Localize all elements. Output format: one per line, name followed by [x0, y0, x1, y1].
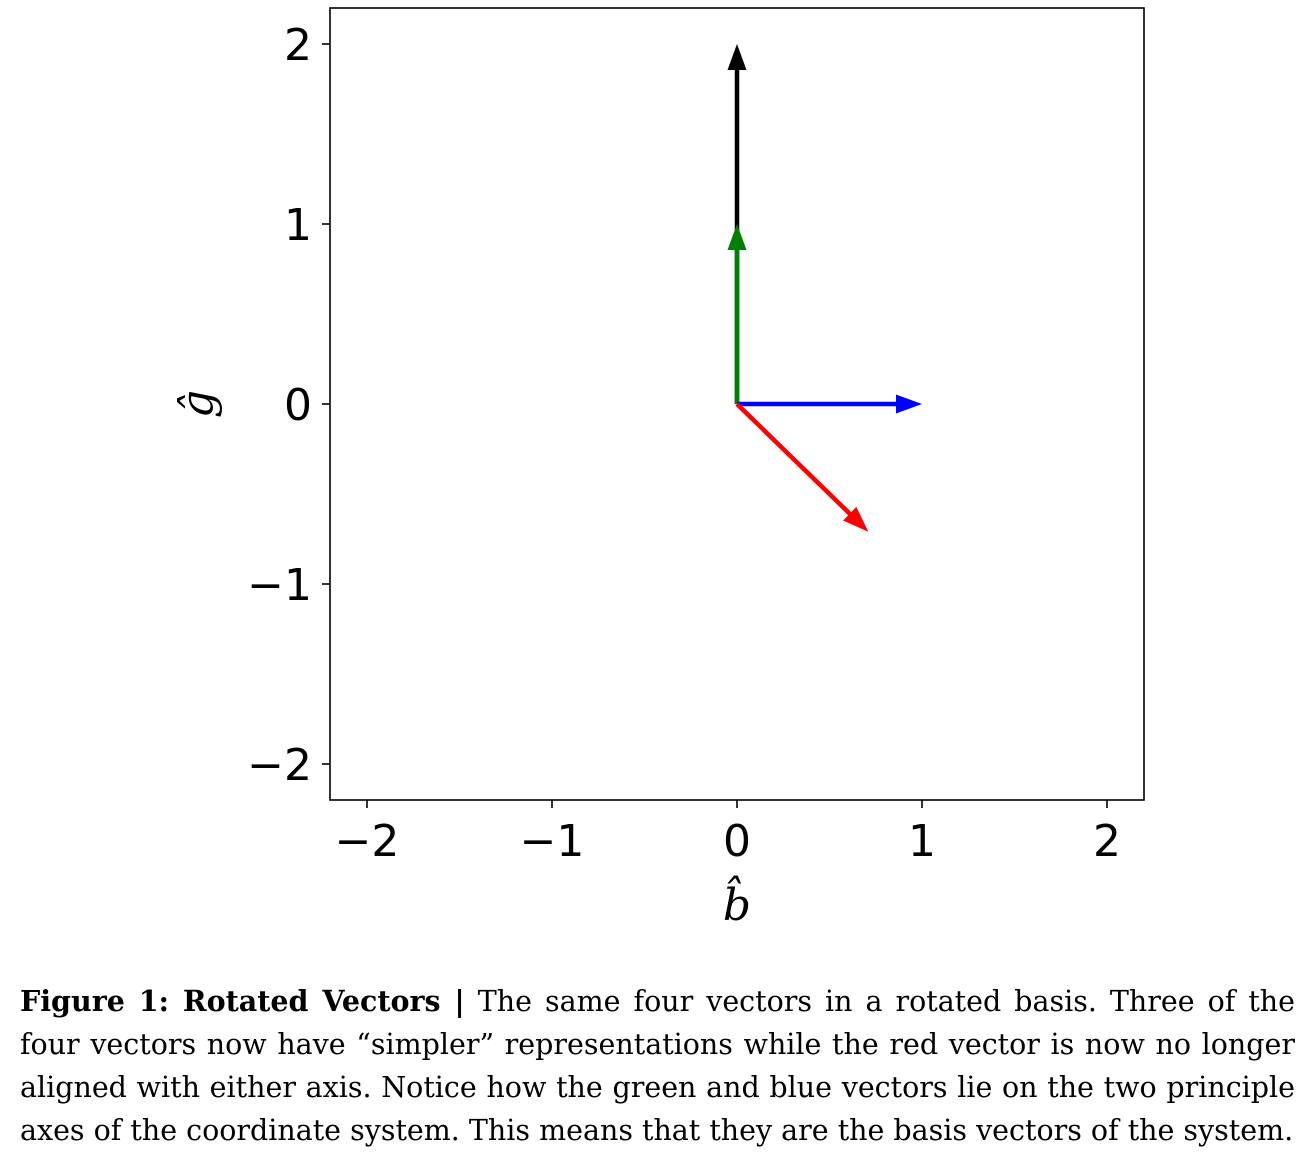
- caption-text: The same four vectors in a rotated basis…: [20, 985, 1296, 1147]
- x-tick-label: 2: [1093, 816, 1121, 867]
- vector-arrowhead: [727, 224, 747, 250]
- y-tick-label: 1: [284, 200, 312, 251]
- vector-arrowhead: [843, 506, 869, 532]
- vector-arrowhead: [896, 394, 922, 414]
- x-tick-label: 1: [908, 816, 936, 867]
- vector-plot: −2 −1 0 1 2 −2 −1 0 1 2 b̂ ĝ: [172, 7, 1145, 931]
- vector-shaft: [735, 402, 853, 517]
- x-axis-label: b̂: [723, 873, 751, 931]
- y-tick-label: 0: [284, 380, 312, 431]
- x-tick-label: 0: [723, 816, 751, 867]
- x-tick-label: −1: [520, 816, 585, 867]
- y-tick-label: −2: [247, 740, 312, 791]
- vector-green: [727, 224, 747, 404]
- y-tick-label: 2: [284, 20, 312, 71]
- x-axis: −2 −1 0 1 2: [335, 800, 1121, 867]
- x-tick-label: −2: [335, 816, 400, 867]
- y-axis: −2 −1 0 1 2: [247, 20, 330, 791]
- vector-blue: [737, 394, 922, 414]
- vector-arrowhead: [727, 44, 747, 70]
- figure-caption: Figure 1: Rotated Vectors | The same fou…: [20, 980, 1295, 1152]
- y-axis-label: ĝ: [172, 390, 223, 418]
- caption-label: Figure 1: Rotated Vectors |: [20, 984, 465, 1018]
- vector-red: [735, 402, 869, 532]
- y-tick-label: −1: [247, 560, 312, 611]
- vector-arrows: [727, 44, 922, 532]
